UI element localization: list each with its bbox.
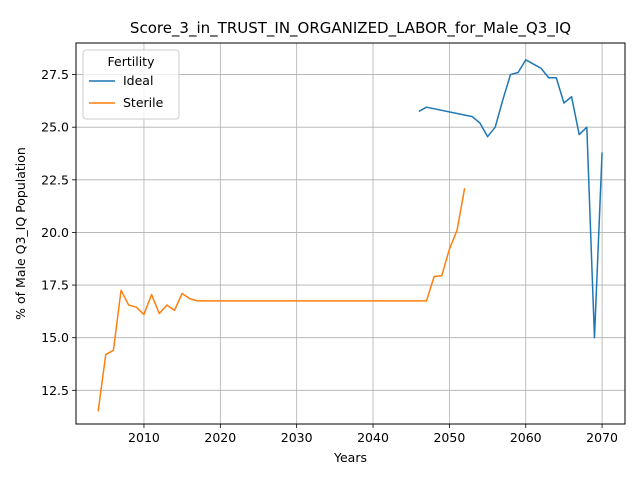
y-tick-label: 20.0 [41, 225, 69, 240]
x-tick-label: 2020 [204, 430, 236, 445]
y-tick-label: 22.5 [41, 172, 69, 187]
legend-entry-sterile: Sterile [89, 95, 164, 110]
x-tick-label: 2010 [128, 430, 160, 445]
x-tick-label: 2060 [510, 430, 542, 445]
x-tick-label: 2030 [281, 430, 313, 445]
grid [76, 43, 625, 424]
y-tick-label: 27.5 [41, 67, 69, 82]
x-tick-label: 2050 [433, 430, 465, 445]
y-tick-label: 12.5 [41, 383, 69, 398]
legend-title: Fertility [108, 54, 156, 69]
series-line-ideal [418, 59, 603, 339]
legend: Fertility Ideal Sterile [82, 49, 180, 120]
legend-label: Sterile [123, 95, 164, 110]
chart-title: Score_3_in_TRUST_IN_ORGANIZED_LABOR_for_… [130, 19, 571, 38]
y-tick-label: 17.5 [41, 278, 69, 293]
y-tick-label: 15.0 [41, 330, 69, 345]
series-line-sterile [97, 188, 466, 412]
x-tick-label: 2040 [357, 430, 389, 445]
x-axis-ticks: 2010 2020 2030 2040 2050 2060 2070 [128, 424, 618, 445]
y-axis-ticks: 12.5 15.0 17.5 20.0 22.5 25.0 27.5 [41, 67, 76, 398]
legend-box [82, 49, 180, 120]
legend-label: Ideal [123, 73, 153, 88]
y-tick-label: 25.0 [41, 120, 69, 135]
series-lines [97, 59, 603, 412]
legend-entry-ideal: Ideal [89, 73, 153, 88]
legend-entries: Ideal Sterile [89, 73, 164, 110]
y-axis-label: % of Male Q3_IQ Population [13, 147, 28, 320]
x-tick-label: 2070 [586, 430, 618, 445]
plot-frame [75, 42, 626, 425]
x-axis-label: Years [333, 450, 367, 465]
